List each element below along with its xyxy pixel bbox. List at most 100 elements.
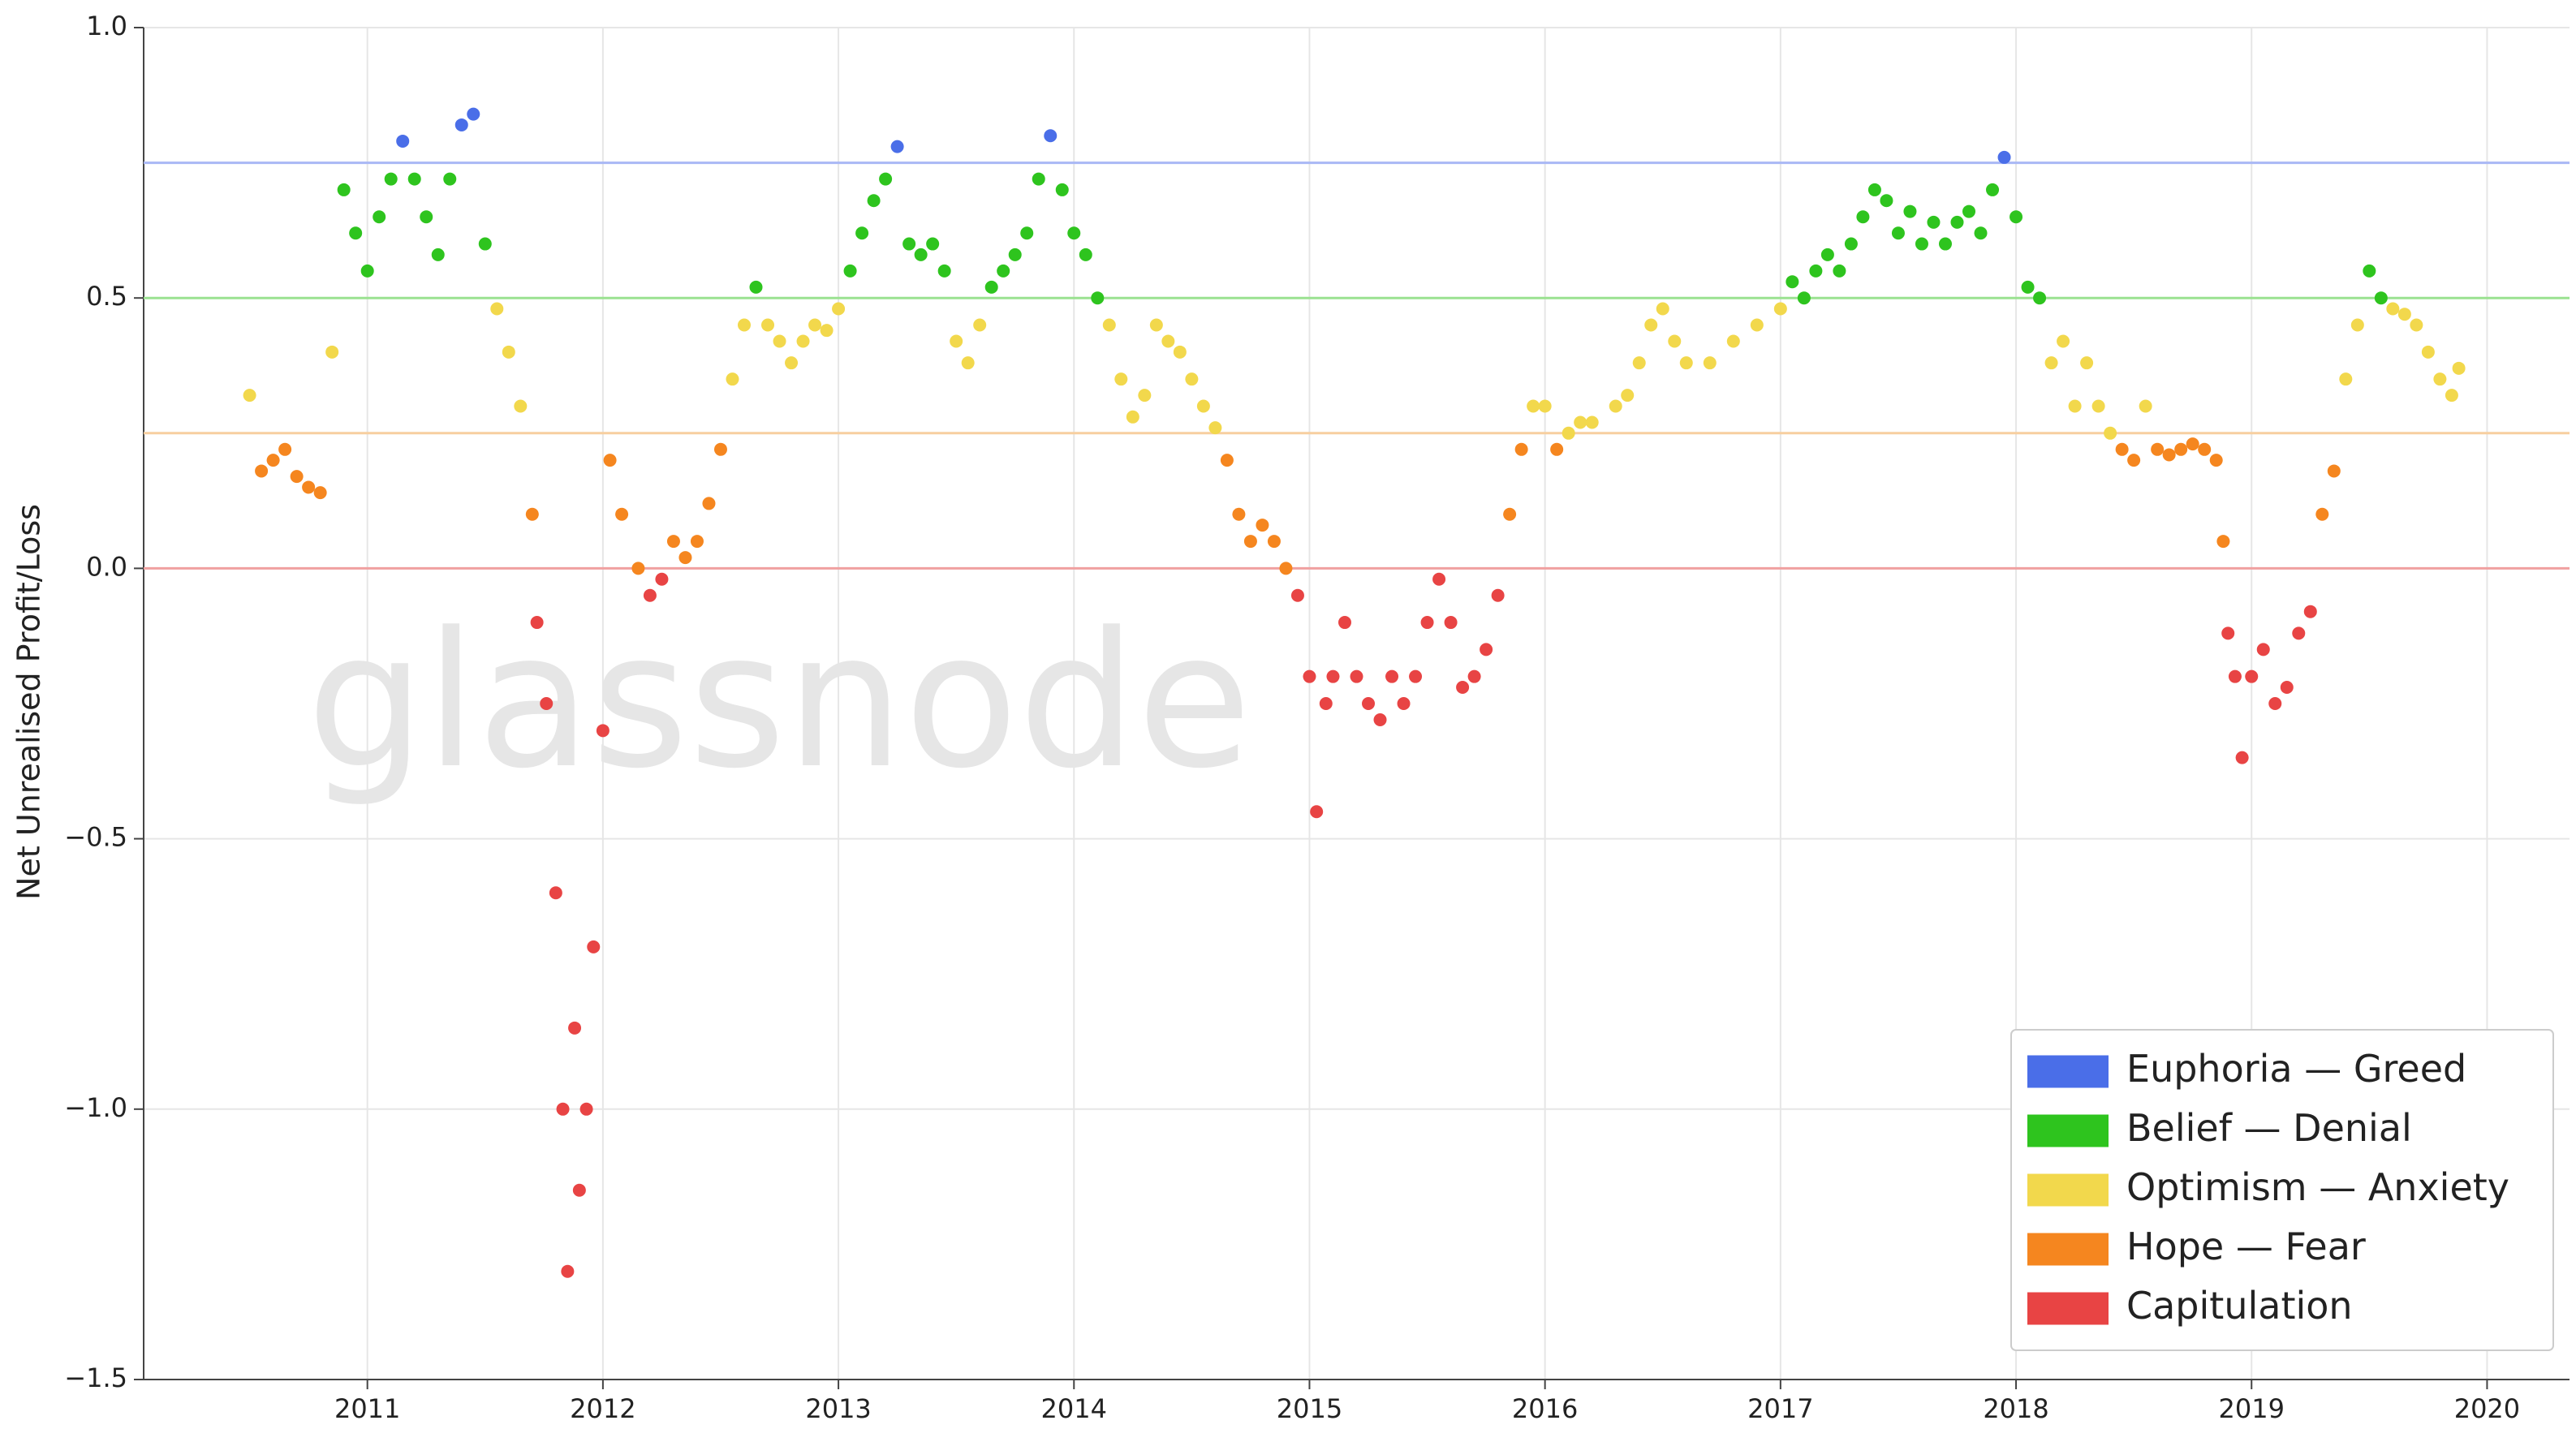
point bbox=[785, 356, 799, 370]
point bbox=[1385, 669, 1399, 683]
point bbox=[1456, 681, 1470, 695]
point bbox=[454, 118, 468, 131]
point bbox=[655, 572, 669, 586]
point bbox=[961, 356, 975, 370]
point bbox=[603, 454, 617, 467]
point bbox=[1185, 372, 1199, 386]
point bbox=[1856, 210, 1870, 224]
point bbox=[2410, 318, 2423, 332]
point bbox=[540, 697, 554, 710]
point bbox=[1319, 697, 1333, 710]
point bbox=[749, 280, 763, 294]
point bbox=[1409, 669, 1423, 683]
point bbox=[556, 1102, 570, 1116]
point bbox=[615, 507, 629, 521]
point bbox=[1997, 150, 2011, 164]
point bbox=[808, 318, 822, 332]
point bbox=[867, 194, 881, 208]
point bbox=[1986, 183, 2000, 196]
point bbox=[690, 535, 704, 549]
point bbox=[832, 302, 846, 316]
point bbox=[2327, 464, 2341, 478]
point bbox=[984, 280, 998, 294]
point bbox=[1256, 519, 1269, 532]
point bbox=[1444, 616, 1458, 630]
point bbox=[2363, 264, 2376, 278]
x-tick-label: 2013 bbox=[805, 1393, 871, 1424]
y-tick-label: 0.0 bbox=[86, 551, 127, 582]
point bbox=[1703, 356, 1717, 370]
x-tick-label: 2017 bbox=[1747, 1393, 1813, 1424]
point bbox=[1267, 535, 1281, 549]
point bbox=[2445, 389, 2458, 402]
point bbox=[2221, 626, 2235, 640]
point bbox=[478, 237, 492, 251]
x-tick-label: 2020 bbox=[2454, 1393, 2520, 1424]
point bbox=[1656, 302, 1669, 316]
point bbox=[1962, 204, 1976, 218]
point bbox=[631, 562, 645, 575]
point bbox=[1938, 237, 1952, 251]
point bbox=[1290, 588, 1304, 602]
point bbox=[1891, 226, 1905, 240]
legend-label: Euphoria — Greed bbox=[2126, 1047, 2466, 1091]
x-tick-label: 2019 bbox=[2219, 1393, 2285, 1424]
point bbox=[2315, 507, 2329, 521]
point bbox=[490, 302, 504, 316]
point bbox=[1621, 389, 1635, 402]
point bbox=[1020, 226, 1034, 240]
point bbox=[384, 172, 398, 186]
point bbox=[2151, 442, 2165, 456]
point bbox=[1491, 588, 1505, 602]
point bbox=[2350, 318, 2364, 332]
point bbox=[373, 210, 386, 224]
point bbox=[1679, 356, 1693, 370]
point bbox=[2044, 356, 2058, 370]
point bbox=[1809, 264, 1823, 278]
point bbox=[1797, 291, 1811, 305]
point bbox=[997, 264, 1010, 278]
point bbox=[1915, 237, 1928, 251]
point bbox=[2080, 356, 2094, 370]
point bbox=[1350, 669, 1363, 683]
point bbox=[2280, 681, 2294, 695]
point bbox=[678, 551, 692, 565]
point bbox=[278, 442, 292, 456]
point bbox=[726, 372, 739, 386]
point bbox=[890, 140, 904, 153]
point bbox=[796, 334, 810, 348]
point bbox=[702, 497, 716, 510]
point bbox=[950, 334, 963, 348]
point bbox=[1480, 643, 1493, 656]
x-tick-label: 2014 bbox=[1041, 1393, 1107, 1424]
point bbox=[530, 616, 544, 630]
point bbox=[1161, 334, 1175, 348]
point bbox=[2091, 399, 2105, 413]
x-tick-label: 2015 bbox=[1277, 1393, 1342, 1424]
point bbox=[1562, 426, 1575, 440]
point bbox=[1232, 507, 1246, 521]
point bbox=[2174, 442, 2188, 456]
point bbox=[1303, 669, 1316, 683]
point bbox=[1833, 264, 1846, 278]
point bbox=[2010, 210, 2023, 224]
point bbox=[737, 318, 751, 332]
point bbox=[1397, 697, 1411, 710]
point bbox=[525, 507, 539, 521]
point bbox=[843, 264, 857, 278]
legend-swatch bbox=[2027, 1292, 2109, 1325]
y-axis-label: Net Unrealised Profit/Loss bbox=[11, 504, 47, 900]
point bbox=[1055, 183, 1069, 196]
legend-label: Capitulation bbox=[2126, 1284, 2353, 1328]
y-tick-label: 0.5 bbox=[86, 281, 127, 312]
point bbox=[572, 1183, 586, 1197]
x-tick-label: 2016 bbox=[1512, 1393, 1578, 1424]
point bbox=[1950, 215, 1964, 229]
point bbox=[1538, 399, 1552, 413]
point bbox=[2216, 535, 2230, 549]
point bbox=[420, 210, 433, 224]
point bbox=[443, 172, 457, 186]
point bbox=[2209, 454, 2223, 467]
legend-swatch bbox=[2027, 1114, 2109, 1147]
